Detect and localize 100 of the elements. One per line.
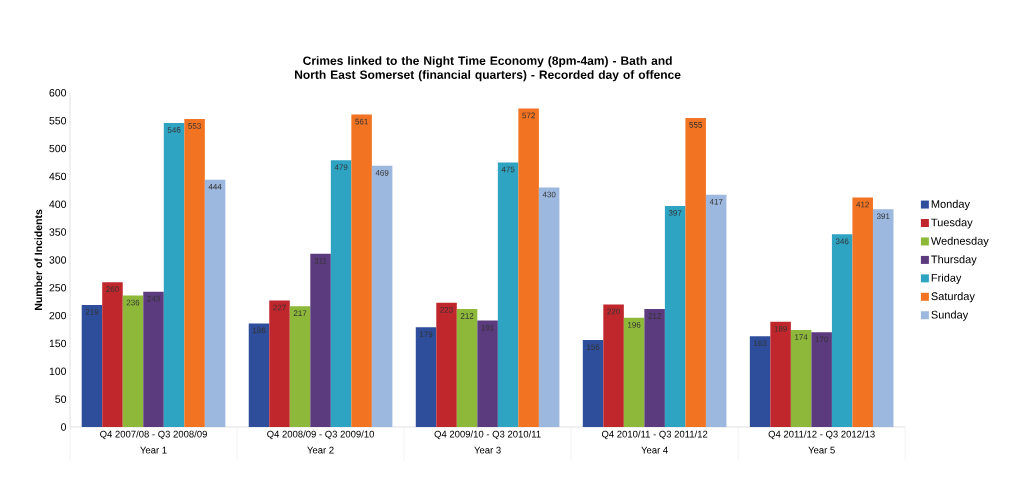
bar xyxy=(518,108,539,427)
bar xyxy=(184,119,205,427)
data-label: 212 xyxy=(648,313,661,319)
data-label: 236 xyxy=(126,299,140,306)
bar xyxy=(644,308,665,427)
x-tick-label: Q4 2010/11 - Q3 2011/12 xyxy=(601,430,708,440)
data-label: 227 xyxy=(273,304,286,311)
data-label: 243 xyxy=(147,295,160,302)
y-axis-title: Number of Incidents xyxy=(34,209,43,310)
legend-label: Tuesday xyxy=(931,218,973,229)
bar xyxy=(143,291,164,427)
x-tick-label: Q4 2008/09 - Q3 2009/10 xyxy=(267,430,375,440)
bar xyxy=(770,321,791,427)
data-label: 475 xyxy=(501,166,515,173)
data-label: 220 xyxy=(607,308,620,315)
bar xyxy=(330,160,352,427)
bar xyxy=(872,209,894,427)
data-label: 391 xyxy=(876,213,890,220)
text: Year 5 xyxy=(808,446,835,454)
bar xyxy=(122,295,144,427)
bar xyxy=(685,117,706,427)
bar xyxy=(538,187,560,427)
bar xyxy=(204,179,226,427)
data-label: 444 xyxy=(208,183,222,190)
bar xyxy=(623,317,645,427)
data-label: 430 xyxy=(542,191,556,198)
bar xyxy=(705,194,727,427)
bar xyxy=(102,282,123,427)
bar xyxy=(456,308,478,427)
y-tick-label: 150 xyxy=(49,339,67,348)
legend-label: Thursday xyxy=(931,255,977,266)
y-tick-label: 350 xyxy=(49,228,67,236)
y-tick-label: 300 xyxy=(49,256,67,264)
data-label: 546 xyxy=(167,127,181,133)
y-tick-label: 400 xyxy=(49,200,67,208)
bar xyxy=(749,336,771,427)
data-label: 217 xyxy=(293,310,307,316)
legend-label: Wednesday xyxy=(930,236,989,247)
text: Year 1 xyxy=(140,446,167,454)
bar xyxy=(790,330,812,427)
data-label: 346 xyxy=(835,238,849,245)
data-label: 196 xyxy=(628,322,641,328)
data-label: 572 xyxy=(522,112,535,119)
bar xyxy=(582,340,604,427)
data-label: 469 xyxy=(375,169,389,176)
x-tick-label: Q4 2011/12 - Q3 2012/13 xyxy=(768,430,875,440)
data-label: 553 xyxy=(188,123,201,129)
x-tick-label: Q4 2009/10 - Q3 2010/11 xyxy=(434,430,541,440)
legend-label: Monday xyxy=(931,199,970,211)
bar xyxy=(81,305,103,427)
x-tick-label: Q4 2007/08 - Q3 2008/09 xyxy=(100,430,207,440)
data-label: 219 xyxy=(85,309,99,315)
y-tick-label: 450 xyxy=(49,172,67,181)
legend-label: Friday xyxy=(931,273,962,284)
data-label: 555 xyxy=(689,122,702,128)
y-tick-label: 0 xyxy=(61,423,67,431)
text: Year 4 xyxy=(641,446,668,454)
data-label: 479 xyxy=(334,164,348,171)
bar xyxy=(436,302,457,427)
legend-label: Saturday xyxy=(931,292,975,303)
data-label: 170 xyxy=(815,336,829,343)
y-tick-label: 50 xyxy=(55,395,67,403)
bar xyxy=(852,197,873,427)
bar xyxy=(664,205,686,427)
bar xyxy=(351,114,372,427)
y-tick-label: 250 xyxy=(49,284,67,292)
data-label: 260 xyxy=(106,286,119,293)
data-label: 163 xyxy=(754,340,767,347)
bar xyxy=(163,122,185,427)
data-label: 186 xyxy=(252,327,266,334)
data-label: 561 xyxy=(355,118,368,125)
legend-label: Sunday xyxy=(931,310,969,321)
bar xyxy=(310,253,331,427)
data-label: 311 xyxy=(314,257,327,264)
text: Year 2 xyxy=(307,446,334,454)
data-label: 212 xyxy=(460,313,474,319)
y-tick-label: 550 xyxy=(49,116,67,125)
text: Year 3 xyxy=(474,446,501,454)
data-label: 179 xyxy=(419,331,433,338)
data-label: 189 xyxy=(774,325,787,332)
bar xyxy=(269,300,290,427)
data-label: 412 xyxy=(856,201,869,208)
data-label: 191 xyxy=(481,324,494,331)
data-label: 397 xyxy=(668,210,682,216)
bar xyxy=(248,323,270,427)
data-label: 223 xyxy=(440,306,453,313)
bar xyxy=(811,332,832,427)
y-tick-label: 100 xyxy=(49,367,67,376)
data-label: 174 xyxy=(795,334,808,340)
chart-title: Crimes linked to the Night Time Economy (8pm-4am) - Bath and North East Somerset (financial quarters) - Recorded day of offence xyxy=(295,56,681,82)
y-tick-label: 500 xyxy=(49,144,67,153)
bar xyxy=(415,327,437,427)
data-label: 417 xyxy=(709,198,723,205)
bar xyxy=(831,234,853,427)
bar xyxy=(371,165,393,427)
bar xyxy=(289,306,311,427)
bar xyxy=(497,162,519,427)
data-label: 156 xyxy=(587,344,600,350)
y-tick-label: 600 xyxy=(49,89,67,97)
bar xyxy=(603,304,624,427)
